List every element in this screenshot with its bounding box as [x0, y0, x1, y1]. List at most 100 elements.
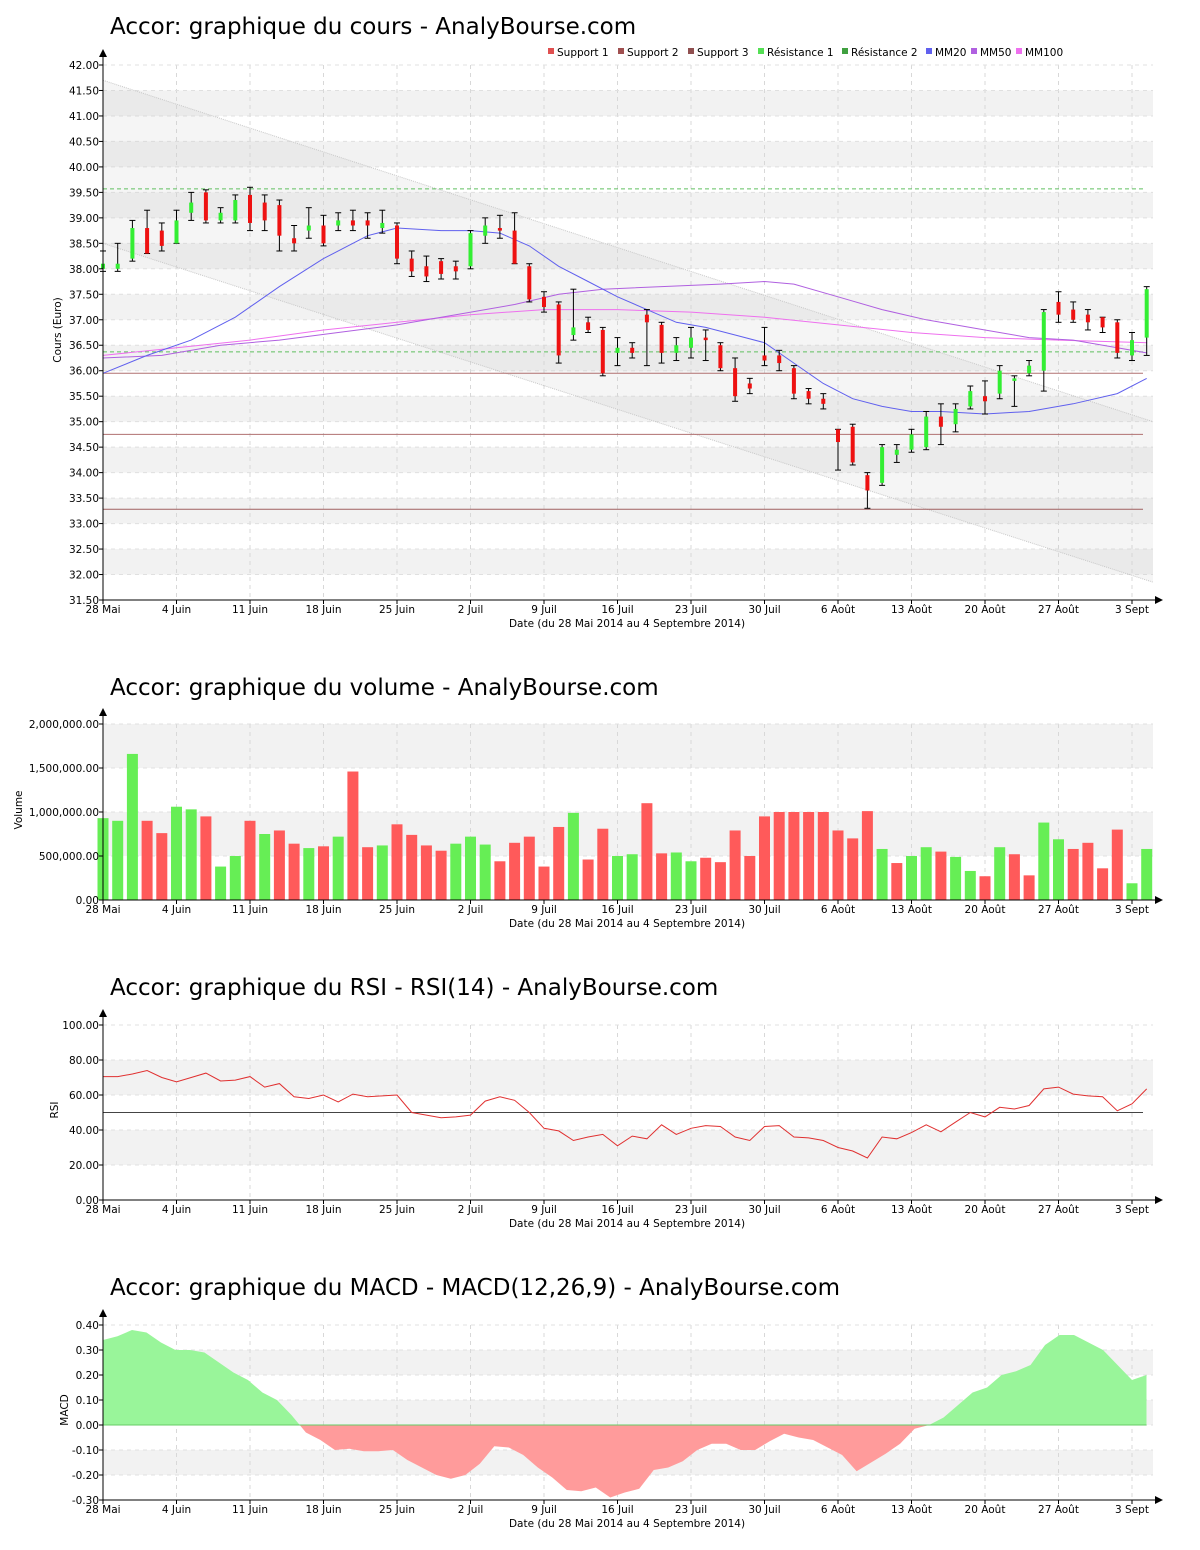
- candle: [599, 326, 606, 377]
- candle: [144, 209, 151, 255]
- price-axes: 31.50 32.00 32.50 33.00 33.50 34.00 34.50 35.00…: [69, 49, 1163, 616]
- volume-bar: [626, 854, 638, 900]
- macd-x-tick-label: 16 Juil: [601, 1504, 633, 1516]
- volume-bar: [891, 863, 903, 900]
- volume-bar: [700, 857, 712, 900]
- volume-bar: [332, 836, 344, 900]
- candle-body: [733, 368, 738, 397]
- volume-bar: [141, 820, 153, 900]
- candle: [1129, 332, 1135, 362]
- rsi-y-tick-label: 100.00: [62, 1020, 99, 1032]
- price-y-tick-label: 41.00: [69, 111, 99, 123]
- volume-bar: [538, 866, 550, 900]
- candle: [790, 365, 797, 400]
- vol-x-tick-label: 9 Juil: [531, 904, 557, 916]
- candle: [643, 309, 650, 367]
- volume-bar: [273, 830, 285, 900]
- volume-bar: [656, 853, 668, 900]
- price-band: [103, 243, 1153, 269]
- candle-body: [321, 225, 326, 244]
- vol-x-tick-label: 13 Août: [891, 904, 932, 916]
- price-band: [103, 345, 1153, 371]
- macd-chart: Accor: graphique du MACD - MACD(12,26,9)…: [59, 1275, 1163, 1530]
- legend-entry: Support 3: [688, 47, 749, 59]
- candle-body: [159, 230, 164, 246]
- macd-x-tick-label: 4 Juin: [162, 1504, 191, 1516]
- price-y-tick-label: 31.50: [69, 595, 99, 607]
- vol-x-tick-label: 16 Juil: [601, 904, 633, 916]
- candle-body: [821, 398, 826, 404]
- volume-bar: [1053, 839, 1064, 900]
- volume-bar: [847, 838, 859, 900]
- volume-bar: [1111, 829, 1123, 900]
- macd-x-tick-label: 25 Juin: [379, 1504, 415, 1516]
- rsi-x-tick-label: 3 Sept: [1115, 1204, 1149, 1216]
- candle: [908, 428, 915, 453]
- rsi-x-axis-arrow: [1155, 1196, 1163, 1204]
- candle: [467, 230, 474, 270]
- volume-bar: [641, 803, 653, 900]
- legend-swatch: [618, 48, 624, 54]
- rsi-series-line: [103, 1069, 1148, 1159]
- candle-body: [1027, 365, 1032, 374]
- price-y-tick-label: 38.00: [69, 264, 99, 276]
- legend-swatch: [548, 48, 554, 54]
- volume-bar: [582, 859, 594, 900]
- volume-bar: [685, 861, 697, 900]
- vol-x-tick-label: 28 Mai: [85, 904, 120, 916]
- candle-body: [791, 368, 796, 394]
- candle-body: [586, 322, 591, 330]
- macd-negative-area: [103, 1425, 1147, 1498]
- candle-body: [600, 329, 605, 374]
- vol-y-axis-arrow: [99, 708, 107, 716]
- candle: [893, 444, 900, 463]
- price-x-tick-label: 6 Août: [821, 604, 855, 616]
- candle-body: [1041, 312, 1046, 371]
- volume-bar: [1141, 848, 1153, 900]
- macd-x-tick-label: 23 Juil: [675, 1504, 707, 1516]
- volume-bar: [435, 850, 447, 900]
- candle: [982, 380, 988, 415]
- price-x-tick-label: 11 Juin: [232, 604, 268, 616]
- rsi-y-axis-arrow: [99, 1009, 107, 1017]
- legend-label: Support 2: [627, 47, 679, 59]
- candle-body: [453, 266, 458, 272]
- macd-x-tick-label: 28 Mai: [85, 1504, 120, 1516]
- price-y-tick-label: 37.50: [69, 289, 99, 301]
- candle-body: [527, 266, 532, 300]
- volume-bar: [950, 856, 962, 900]
- candle-body: [659, 324, 664, 353]
- candle: [673, 337, 680, 362]
- volume-bar: [1008, 854, 1020, 900]
- candle-body: [1085, 314, 1090, 323]
- volume-bar: [861, 811, 873, 900]
- vol-x-tick-label: 11 Juin: [232, 904, 268, 916]
- rsi-x-tick-label: 11 Juin: [232, 1204, 268, 1216]
- rsi-y-tick-label: 80.00: [69, 1055, 99, 1067]
- rsi-y-tick-label: 40.00: [69, 1125, 99, 1137]
- rsi-y-tick-label: 60.00: [69, 1090, 99, 1102]
- legend-label: Résistance 2: [851, 47, 918, 59]
- candle-body: [644, 314, 649, 323]
- price-x-tick-label: 18 Juin: [305, 604, 341, 616]
- volume-bar: [215, 866, 227, 900]
- candle: [129, 219, 136, 262]
- candle: [717, 342, 724, 372]
- price-x-tick-label: 25 Juin: [379, 604, 415, 616]
- candle: [1084, 309, 1091, 331]
- price-legend: Support 1 Support 2 Support 3 Résistance 1 R…: [548, 47, 1063, 59]
- vol-x-tick-label: 25 Juin: [379, 904, 415, 916]
- volume-bar: [876, 848, 888, 900]
- candle-body: [850, 426, 855, 463]
- volume-bar: [494, 861, 506, 900]
- candle-body: [130, 228, 135, 259]
- vol-x-tick-label: 18 Juin: [305, 904, 341, 916]
- candle-body: [497, 228, 502, 231]
- price-candles: [100, 186, 1150, 509]
- candle: [349, 209, 356, 232]
- volume-bar: [376, 845, 388, 900]
- candle-body: [174, 220, 179, 244]
- candle-body: [747, 383, 752, 389]
- legend-entry: MM20: [926, 47, 966, 59]
- rsi-x-axis-label: Date (du 28 Mai 2014 au 4 Septembre 2014…: [509, 1218, 745, 1230]
